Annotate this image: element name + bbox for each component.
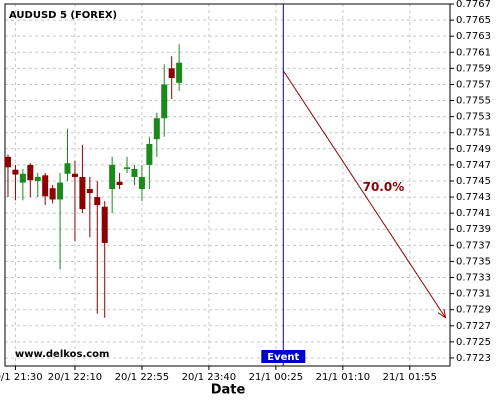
y-tick-label: 0.7753 — [456, 112, 491, 123]
candle-body — [109, 164, 116, 190]
watermark: www.delkos.com — [15, 349, 109, 360]
event-label: Event — [267, 352, 299, 363]
chart-title: AUDUSD 5 (FOREX) — [9, 10, 117, 21]
x-tick-label: 21/1 01:55 — [383, 372, 437, 383]
y-tick-label: 0.7727 — [456, 321, 491, 332]
candle-body — [34, 176, 41, 181]
candle-body — [86, 189, 93, 194]
y-tick-label: 0.7739 — [456, 224, 491, 235]
y-tick-label: 0.7729 — [456, 305, 491, 316]
y-tick-label: 0.7757 — [456, 79, 491, 90]
candle-body — [138, 176, 145, 190]
candle-body — [71, 173, 78, 177]
candle-body — [161, 84, 168, 119]
candle-body — [124, 167, 131, 169]
y-tick-label: 0.7741 — [456, 208, 491, 219]
y-tick-label: 0.7765 — [456, 15, 491, 26]
y-tick-label: 0.7759 — [456, 63, 491, 74]
y-tick-label: 0.7767 — [456, 0, 491, 10]
y-tick-label: 0.7761 — [456, 47, 491, 58]
y-tick-label: 0.7745 — [456, 176, 491, 187]
candle-body — [57, 182, 64, 200]
candle-body — [116, 181, 123, 185]
y-tick-label: 0.7737 — [456, 240, 491, 251]
candle-body — [64, 163, 71, 174]
y-tick-label: 0.7731 — [456, 289, 491, 300]
y-tick-label: 0.7733 — [456, 273, 491, 284]
candle-body — [79, 176, 86, 210]
candle-body — [4, 156, 11, 168]
candle-body — [146, 143, 153, 165]
x-tick-label: 20/1 22:10 — [48, 372, 102, 383]
projection-label: 70.0% — [363, 180, 405, 194]
arrow-head — [437, 308, 447, 319]
candle-body — [42, 175, 49, 197]
candle-body — [101, 206, 108, 243]
candle-body — [49, 188, 56, 200]
y-tick-label: 0.7747 — [456, 160, 491, 171]
y-tick-label: 0.7743 — [456, 192, 491, 203]
y-tick-label: 0.7755 — [456, 96, 491, 107]
candle-body — [27, 164, 34, 181]
x-tick-label: 20/1 22:55 — [115, 372, 169, 383]
y-tick-label: 0.7735 — [456, 256, 491, 267]
candle-body — [168, 68, 175, 79]
plot-frame — [4, 3, 451, 367]
x-tick-label: 21/1 00:25 — [249, 372, 303, 383]
x-tick-label: 20/1 23:40 — [182, 372, 236, 383]
x-axis-title: Date — [211, 383, 246, 398]
candle-body — [19, 173, 26, 183]
x-tick-label: 21/1 01:10 — [316, 372, 370, 383]
y-tick-label: 0.7725 — [456, 337, 491, 348]
projection-line — [282, 70, 446, 319]
event-label-box — [261, 350, 306, 363]
candle-body — [176, 62, 183, 83]
candle-body — [153, 118, 160, 140]
y-tick-label: 0.7763 — [456, 31, 491, 42]
candle-body — [12, 169, 19, 175]
y-tick-label: 0.7723 — [456, 353, 491, 364]
y-tick-label: 0.7749 — [456, 144, 491, 155]
y-tick-label: 0.7751 — [456, 128, 491, 139]
x-tick-label: 20/1 21:30 — [0, 372, 43, 383]
candle-body — [131, 168, 138, 177]
candle-body — [94, 197, 101, 206]
